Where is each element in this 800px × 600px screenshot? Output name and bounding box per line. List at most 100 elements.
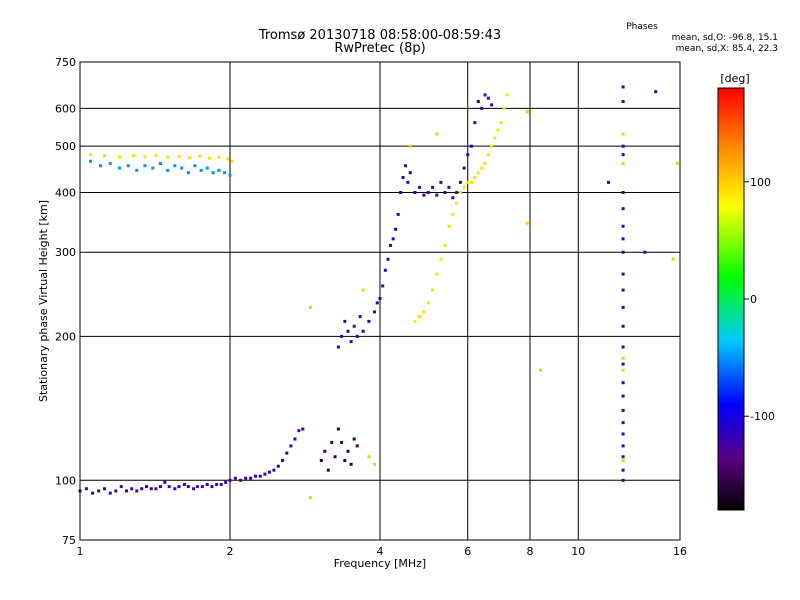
data-point xyxy=(355,444,359,448)
colorbar-tick-label: 0 xyxy=(750,293,757,306)
data-point xyxy=(224,480,228,484)
data-point xyxy=(458,190,462,194)
data-point xyxy=(439,257,443,261)
data-point xyxy=(539,368,543,372)
data-point xyxy=(343,458,347,462)
data-point xyxy=(401,175,405,179)
y-tick-label: 600 xyxy=(55,102,76,115)
x-tick-label: 2 xyxy=(227,545,234,558)
y-tick-label: 100 xyxy=(55,474,76,487)
y-tick-label: 500 xyxy=(55,140,76,153)
axis-ticks: 1 2 4 6 8 10 16 75 100 200 300 400 500 600 750 xyxy=(55,56,687,558)
data-point xyxy=(151,166,155,170)
data-point xyxy=(154,154,158,158)
data-point xyxy=(211,171,215,175)
data-point xyxy=(330,440,334,444)
data-point xyxy=(346,329,350,333)
data-point xyxy=(621,444,625,448)
data-point xyxy=(455,201,459,205)
data-point xyxy=(502,106,506,110)
data-point xyxy=(195,485,199,489)
data-point xyxy=(199,168,203,172)
data-point xyxy=(205,166,209,170)
data-point xyxy=(343,319,347,323)
x-tick-label: 6 xyxy=(464,545,471,558)
data-point xyxy=(91,491,95,495)
data-point xyxy=(406,180,410,184)
grid-lines xyxy=(80,62,680,540)
data-point xyxy=(422,310,426,314)
data-point xyxy=(621,468,625,472)
data-point xyxy=(230,159,234,163)
data-point xyxy=(97,489,101,493)
data-point xyxy=(621,432,625,436)
data-point xyxy=(621,161,625,165)
data-point xyxy=(192,487,196,491)
data-point xyxy=(417,315,421,319)
data-point xyxy=(301,427,305,431)
data-point xyxy=(188,156,192,160)
data-point xyxy=(621,381,625,385)
data-point xyxy=(258,474,262,478)
data-point xyxy=(621,345,625,349)
data-point xyxy=(103,487,107,491)
data-point xyxy=(621,478,625,482)
data-point xyxy=(621,408,625,412)
colorbar-tick-label: 100 xyxy=(750,176,771,189)
data-point xyxy=(186,485,190,489)
colorbar-ticks: 100 0 -100 xyxy=(744,176,775,423)
data-point xyxy=(130,487,134,491)
x-tick-label: 10 xyxy=(571,545,585,558)
data-point xyxy=(135,168,139,172)
data-point xyxy=(386,257,390,261)
data-point xyxy=(117,155,121,159)
data-point xyxy=(426,190,430,194)
data-point xyxy=(158,161,162,165)
data-point xyxy=(319,458,323,462)
data-point xyxy=(408,144,412,148)
colorbar xyxy=(717,87,745,511)
data-point xyxy=(621,250,625,254)
data-point xyxy=(89,153,93,157)
data-point xyxy=(621,85,625,89)
data-point xyxy=(483,161,487,165)
data-point xyxy=(117,166,121,170)
data-point xyxy=(205,482,209,486)
data-point xyxy=(193,164,197,168)
data-point xyxy=(173,487,177,491)
data-point xyxy=(182,482,186,486)
data-point xyxy=(143,164,147,168)
data-point xyxy=(431,288,435,292)
data-point xyxy=(473,175,477,179)
data-point xyxy=(426,301,430,305)
y-tick-label: 300 xyxy=(55,246,76,259)
data-point xyxy=(367,319,371,323)
data-point xyxy=(490,144,494,148)
data-point xyxy=(166,155,170,159)
data-point xyxy=(403,164,407,168)
data-point xyxy=(378,297,382,301)
data-point xyxy=(621,305,625,309)
data-point xyxy=(267,470,271,474)
data-point xyxy=(621,144,625,148)
data-point xyxy=(451,196,455,200)
data-point xyxy=(476,171,480,175)
data-point xyxy=(358,315,362,319)
data-point xyxy=(289,444,293,448)
data-point xyxy=(263,472,267,476)
phases-title: Phases xyxy=(626,22,658,32)
data-point xyxy=(228,173,232,177)
data-points xyxy=(78,85,679,500)
data-point xyxy=(394,227,398,231)
data-point xyxy=(217,168,221,172)
data-point xyxy=(413,190,417,194)
data-point xyxy=(621,237,625,241)
data-point xyxy=(490,103,494,107)
data-point xyxy=(443,190,447,194)
plot-frame xyxy=(79,61,681,541)
data-point xyxy=(285,451,289,455)
data-point xyxy=(375,301,379,305)
data-point xyxy=(145,485,149,489)
colorbar-tick-label: -100 xyxy=(750,410,775,423)
